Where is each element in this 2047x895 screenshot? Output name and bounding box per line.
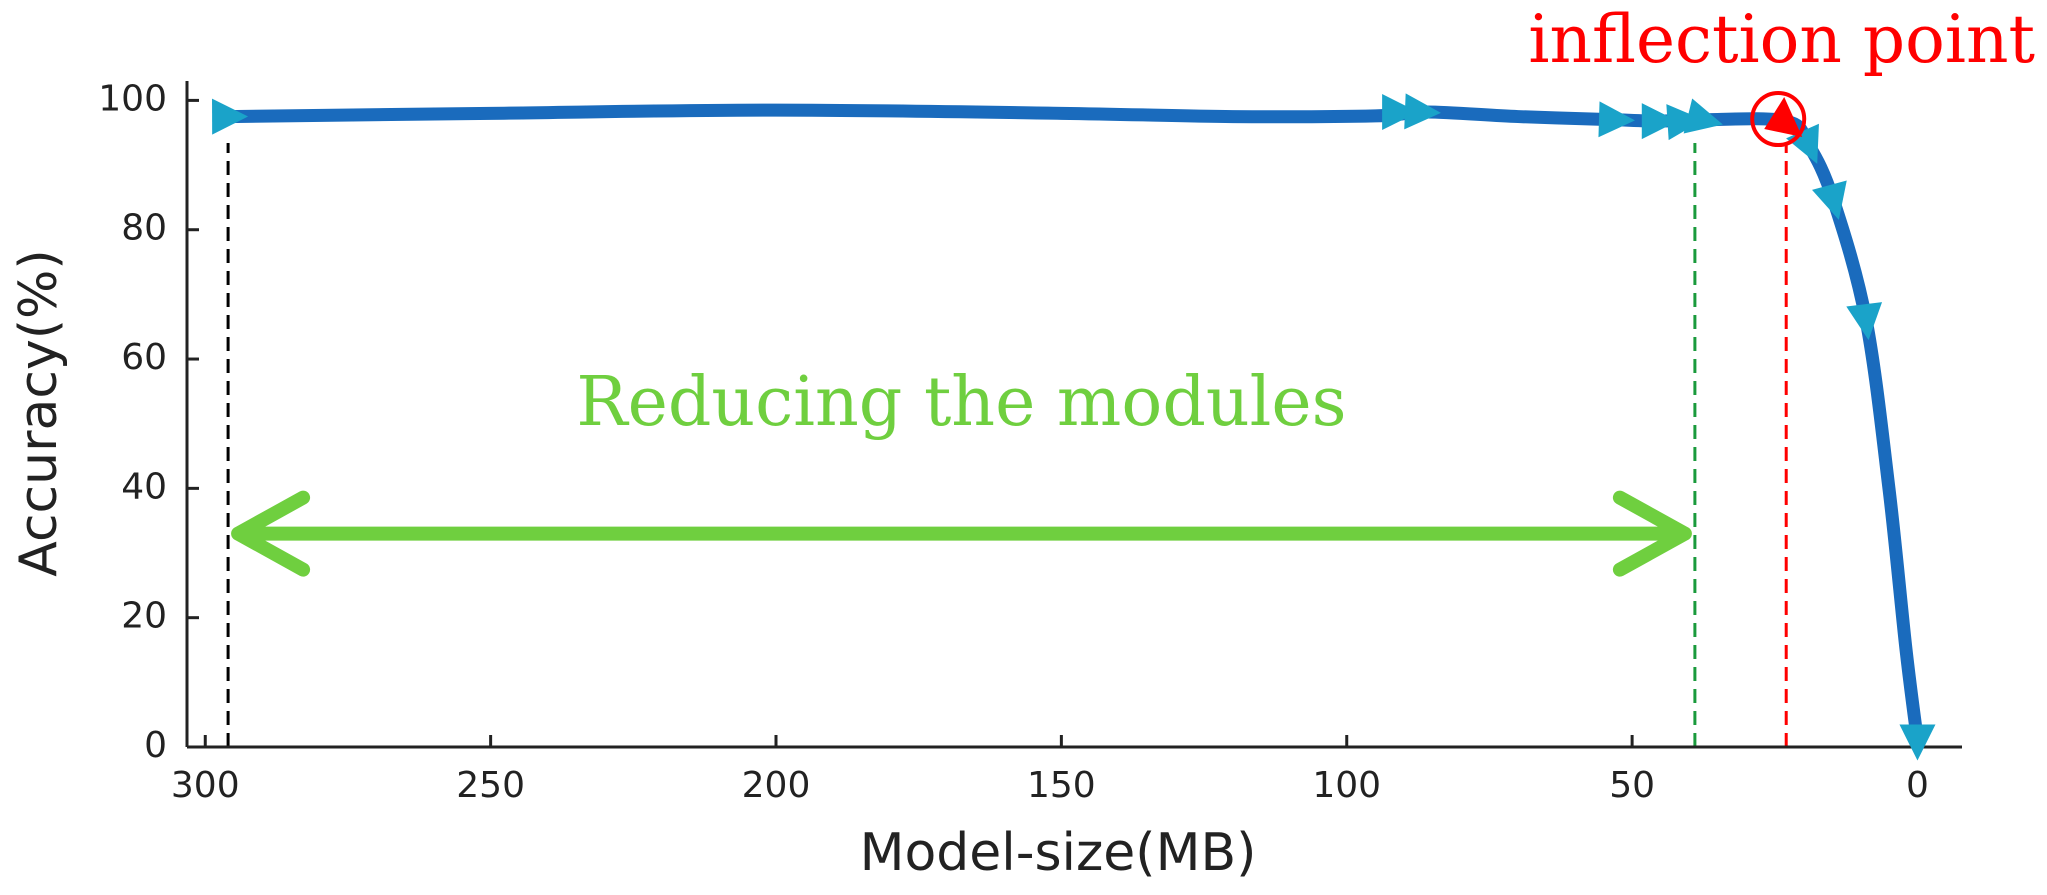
data-line bbox=[228, 103, 1924, 742]
inflection-label: inflection point bbox=[1528, 1, 2035, 78]
y-axis-title: Accuracy(%) bbox=[9, 249, 69, 576]
x-tick-label: 150 bbox=[1027, 765, 1096, 806]
y-tick-label: 100 bbox=[98, 78, 167, 119]
marker bbox=[1404, 93, 1441, 130]
marker bbox=[212, 98, 249, 135]
marker bbox=[1382, 94, 1419, 131]
marker bbox=[1812, 180, 1847, 220]
x-tick-label: 100 bbox=[1312, 765, 1381, 806]
range-label: Reducing the modules bbox=[576, 363, 1346, 442]
y-tick-label: 40 bbox=[121, 466, 167, 507]
marker bbox=[1786, 123, 1819, 164]
marker bbox=[1641, 103, 1678, 140]
x-tick-label: 250 bbox=[456, 765, 525, 806]
x-tick-label: 200 bbox=[742, 765, 811, 806]
y-tick-label: 80 bbox=[121, 208, 167, 249]
x-tick-label: 0 bbox=[1906, 765, 1929, 806]
marker bbox=[1683, 98, 1723, 134]
x-tick-label: 50 bbox=[1609, 765, 1655, 806]
range-arrow bbox=[231, 490, 1692, 577]
x-tick-label: 300 bbox=[171, 765, 240, 806]
inflection-circle bbox=[1750, 91, 1807, 148]
x-axis-title: Model-size(MB) bbox=[860, 823, 1257, 883]
y-tick-label: 20 bbox=[121, 596, 167, 637]
inflection-marker bbox=[1764, 97, 1803, 138]
y-tick-label: 60 bbox=[121, 337, 167, 378]
y-tick-label: 0 bbox=[144, 725, 167, 766]
marker bbox=[1598, 101, 1635, 138]
marker bbox=[1846, 302, 1883, 341]
marker bbox=[1899, 724, 1936, 761]
marker bbox=[1666, 104, 1704, 141]
